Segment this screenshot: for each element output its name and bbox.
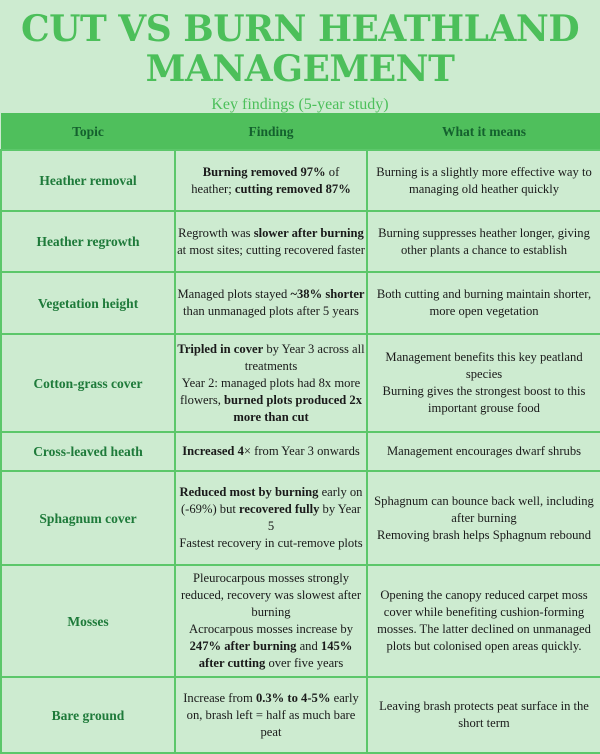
finding-highlight: 145% after cutting (198, 639, 353, 670)
topic-cell: Vegetation height (0, 271, 176, 335)
finding-highlight: Reduced most by burning (179, 485, 319, 499)
finding-text: by Year 3 across all treatments (244, 341, 365, 373)
meaning-paragraph: Leaving brash protects peat surface in t… (379, 699, 589, 730)
finding-text: than unmanaged plots after 5 years (183, 304, 359, 318)
finding-highlight: 0.3% to 4-5% (255, 690, 331, 705)
table-row: Mosses Pleurocarpous mosses strongly redu… (0, 564, 600, 678)
meaning-cell: Management benefits this key peatland sp… (366, 333, 600, 433)
table-row: Cotton-grass cover Tripled in cover by Ye… (0, 333, 600, 433)
finding-text: at most sites; cutting recovered faster (177, 242, 365, 257)
meaning-cell: Burning is a slightly more effective way… (366, 149, 600, 212)
finding-text: Acrocarpous mosses increase by (188, 622, 353, 636)
title-line-1: CUT VS BURN HEATHLAND (20, 8, 580, 50)
meaning-paragraph: Management benefits this key peatland sp… (385, 350, 583, 381)
finding-text: over five years (265, 656, 344, 670)
meaning-paragraph: Sphagnum can bounce back well, including… (374, 493, 594, 525)
header-topic: Topic (0, 113, 176, 151)
topic-cell: Cross-leaved heath (0, 431, 176, 472)
meaning-paragraph: Removing brash helps Sphagnum rebound (376, 527, 592, 542)
finding-highlight: burned plots produced 2x more than cut (224, 392, 363, 424)
finding-highlight: cutting removed 87% (234, 181, 351, 196)
finding-cell: Tripled in cover by Year 3 across all tr… (174, 333, 368, 433)
finding-highlight: recovered fully (239, 502, 320, 516)
finding-text: Regrowth was (178, 225, 254, 240)
finding-paragraph: Regrowth was slower after burning at mos… (177, 225, 365, 259)
finding-text: by Year 5 (267, 502, 362, 533)
finding-cell: Managed plots stayed ~38% shorter than u… (174, 271, 368, 335)
topic-cell: Sphagnum cover (0, 470, 176, 566)
title-line-2: MANAGEMENT (145, 48, 455, 90)
finding-text: Pleurocarpous mosses strongly reduced, r… (180, 571, 362, 619)
meaning-paragraph: Both cutting and burning maintain shorte… (376, 287, 592, 318)
finding-paragraph: Increase from 0.3% to 4-5% early on, bra… (177, 690, 365, 741)
table-header-row: Topic Finding What it means (0, 113, 600, 151)
finding-cell: Regrowth was slower after burning at mos… (174, 210, 368, 273)
finding-paragraph: Burning removed 97% of (177, 164, 365, 181)
findings-table: Topic Finding What it means Heather remo… (0, 113, 600, 754)
meaning-cell: Leaving brash protects peat surface in t… (366, 676, 600, 754)
table-row: Sphagnum cover Reduced most by burning ea… (0, 470, 600, 566)
meaning-cell: Sphagnum can bounce back well, including… (366, 470, 600, 566)
finding-paragraph: Increased 4× from Year 3 onwards (177, 443, 365, 460)
finding-highlight: ~38% shorter (290, 287, 365, 301)
finding-text: Year 2: managed plots had 8x more flower… (179, 375, 361, 407)
table-row: Heather removal Burning removed 97% of hea… (0, 149, 600, 212)
meaning-cell: Both cutting and burning maintain shorte… (366, 271, 600, 335)
meaning-paragraph: Management encourages dwarf shrubs (386, 444, 582, 458)
topic-cell: Heather regrowth (0, 210, 176, 273)
meaning-paragraph: Burning suppresses heather longer, givin… (378, 225, 590, 257)
page-title: CUT VS BURN HEATHLAND MANAGEMENT (0, 0, 600, 89)
meaning-cell: Opening the canopy reduced carpet moss c… (366, 564, 600, 678)
finding-cell: Burning removed 97% of heather; cutting r… (174, 149, 368, 212)
meaning-cell: Burning suppresses heather longer, givin… (366, 210, 600, 273)
finding-text: Managed plots stayed (177, 287, 291, 301)
topic-cell: Mosses (0, 564, 176, 678)
meaning-paragraph: Burning is a slightly more effective way… (376, 164, 592, 196)
finding-paragraph: Managed plots stayed ~38% shorter than u… (177, 286, 365, 320)
finding-cell: Pleurocarpous mosses strongly reduced, r… (174, 564, 368, 678)
finding-text: × from Year 3 onwards (243, 444, 360, 458)
finding-cell: Increased 4× from Year 3 onwards (174, 431, 368, 472)
finding-paragraph: Acrocarpous mosses increase by 247% afte… (177, 621, 365, 672)
finding-paragraph: Fastest recovery in cut-remove plots (177, 535, 365, 552)
finding-text: and (296, 639, 321, 653)
meaning-paragraph: Opening the canopy reduced carpet moss c… (377, 588, 591, 653)
finding-paragraph: Pleurocarpous mosses strongly reduced, r… (177, 570, 365, 621)
topic-cell: Cotton-grass cover (0, 333, 176, 433)
finding-paragraph: Tripled in cover by Year 3 across all tr… (177, 341, 365, 375)
finding-highlight: Increased 4 (182, 444, 244, 458)
header-meaning: What it means (366, 113, 600, 151)
table-row: Bare ground Increase from 0.3% to 4-5% ea… (0, 676, 600, 754)
finding-paragraph: heather; cutting removed 87% (177, 181, 365, 198)
finding-cell: Reduced most by burning early on (-69%) … (174, 470, 368, 566)
finding-paragraph: Year 2: managed plots had 8x more flower… (177, 375, 365, 426)
finding-text: heather; (191, 181, 235, 196)
subtitle: Key findings (5-year study) (211, 96, 389, 113)
table-row: Heather regrowth Regrowth was slower afte… (0, 210, 600, 273)
meaning-paragraph: Burning gives the strongest boost to thi… (382, 384, 586, 415)
finding-highlight: Burning removed 97% (202, 164, 326, 179)
finding-text: Increase from (183, 690, 256, 705)
topic-cell: Heather removal (0, 149, 176, 212)
finding-cell: Increase from 0.3% to 4-5% early on, bra… (174, 676, 368, 754)
finding-text: early on (-69%) but (180, 485, 363, 516)
finding-text: Fastest recovery in cut-remove plots (179, 536, 363, 550)
finding-highlight: 247% after burning (189, 639, 297, 653)
finding-paragraph: Reduced most by burning early on (-69%) … (177, 484, 365, 535)
finding-text: early on, brash left = half as much bare… (186, 690, 359, 739)
finding-highlight: slower after burning (253, 225, 364, 240)
table-row: Cross-leaved heath Increased 4× from Year… (0, 431, 600, 472)
topic-cell: Bare ground (0, 676, 176, 754)
finding-highlight: Tripled in cover (177, 341, 264, 356)
table-row: Vegetation height Managed plots stayed ~3… (0, 271, 600, 335)
meaning-cell: Management encourages dwarf shrubs (366, 431, 600, 472)
finding-text: of (325, 164, 340, 179)
header-finding: Finding (174, 113, 368, 151)
